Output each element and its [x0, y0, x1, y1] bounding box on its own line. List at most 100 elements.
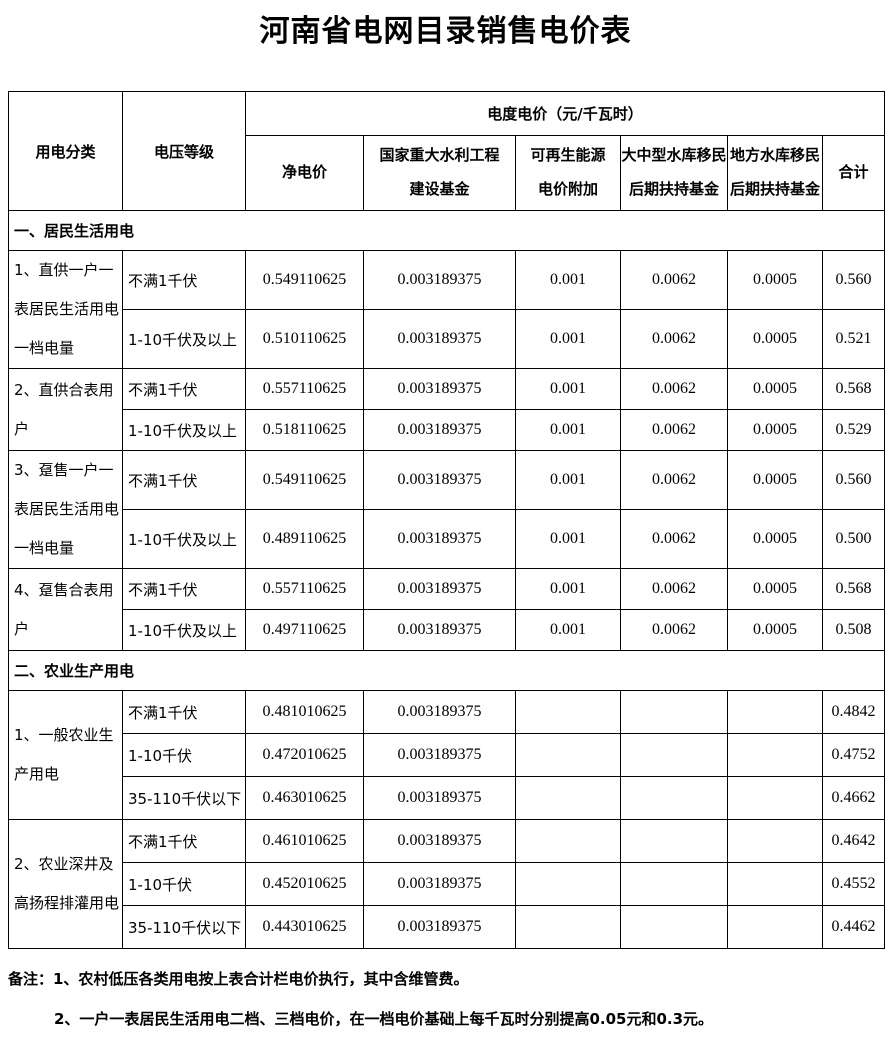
price-row: 1、一般农业生产用电 不满1千伏 0.481010625 0.003189375 0.4…: [8, 690, 886, 820]
price-value-cell: [727, 819, 823, 863]
header-row-2: 净电价 国家重大水利工程 建设基金 可再生能源电价附加 大中型水库移民 后期扶持基金…: [9, 135, 886, 211]
price-value-cell: 0.568: [821, 568, 886, 610]
price-row: 1-10千伏 0.452010625 0.003189375 0.4552: [9, 862, 886, 906]
price-value-cell: 0.0005: [727, 609, 823, 651]
usage-category-cell: 2、直供合表用户: [8, 368, 123, 451]
price-value-cell: 0.003189375: [363, 509, 516, 569]
price-value-cell: 0.4552: [821, 862, 886, 906]
col-header-large-reservoir-fund: 大中型水库移民 后期扶持基金: [620, 135, 728, 211]
price-value-cell: [515, 862, 621, 906]
price-value-cell: 0.0005: [727, 409, 823, 451]
voltage-level-cell: 35-110千伏以下: [122, 776, 246, 820]
price-value-cell: 0.003189375: [363, 450, 516, 510]
price-value-cell: 0.0062: [620, 250, 728, 310]
price-value-cell: 0.4642: [821, 819, 886, 863]
price-value-cell: [515, 690, 621, 734]
voltage-level-cell: 不满1千伏: [122, 568, 246, 610]
header-line: 后期扶持基金: [729, 180, 820, 198]
price-value-cell: 0.003189375: [363, 776, 516, 820]
price-value-cell: 0.452010625: [245, 862, 364, 906]
price-value-cell: 0.518110625: [245, 409, 364, 451]
table-header: 用电分类 电压等级 电度电价（元/千瓦时） 净电价 国家重大水利工程 建设基金 可…: [8, 91, 886, 211]
price-value-cell: 0.489110625: [245, 509, 364, 569]
price-value-cell: 0.0005: [727, 509, 823, 569]
price-value-cell: 0.0005: [727, 568, 823, 610]
price-value-cell: 0.003189375: [363, 862, 516, 906]
price-value-cell: [727, 733, 823, 777]
header-line: 可再生能源: [530, 146, 606, 165]
voltage-level-cell: 1-10千伏: [122, 733, 246, 777]
voltage-level-cell: 1-10千伏及以上: [122, 409, 246, 451]
price-value-cell: [515, 819, 621, 863]
price-row: 2、直供合表用户 不满1千伏 0.557110625 0.003189375 0.001…: [8, 368, 886, 451]
price-value-cell: 0.0062: [620, 450, 728, 510]
note-1: 备注：1、农村低压各类用电按上表合计栏电价执行，其中含维管费。: [8, 970, 469, 988]
voltage-level-cell: 不满1千伏: [122, 368, 246, 410]
price-row: 1-10千伏及以上 0.518110625 0.003189375 0.001 0.00…: [9, 409, 886, 451]
col-header-renewable-surcharge: 可再生能源 电价附加: [515, 135, 621, 211]
notes: 备注：1、农村低压各类用电按上表合计栏电价执行，其中含维管费。 2、一户一表居民…: [8, 969, 891, 1030]
price-value-cell: [727, 905, 823, 949]
price-value-cell: 0.0062: [620, 609, 728, 651]
col-header-net-price: 净电价: [245, 135, 364, 211]
header-row-1: 用电分类 电压等级 电度电价（元/千瓦时）: [8, 91, 886, 211]
price-value-cell: [620, 862, 728, 906]
price-value-cell: 0.0062: [620, 368, 728, 410]
price-row: 35-110千伏以下 0.443010625 0.003189375 0.4462: [9, 905, 886, 949]
price-value-cell: 0.461010625: [245, 819, 364, 863]
price-value-cell: [515, 733, 621, 777]
price-row: 2、农业深井及高扬程排灌用电 不满1千伏 0.461010625 0.00318937…: [8, 819, 886, 949]
price-value-cell: 0.003189375: [363, 690, 516, 734]
section-header-row: 一、居民生活用电: [7, 210, 886, 251]
price-row: 1-10千伏及以上 0.510110625 0.003189375 0.001 0.00…: [9, 309, 886, 369]
price-value-cell: [727, 862, 823, 906]
price-value-cell: 0.001: [515, 409, 621, 451]
section-header-row: 二、农业生产用电: [7, 650, 886, 691]
price-value-cell: 0.001: [515, 450, 621, 510]
price-value-cell: 0.003189375: [363, 733, 516, 777]
usage-category-cell: 1、直供一户一表居民生活用电一档电量: [8, 250, 123, 369]
price-row: 1-10千伏及以上 0.497110625 0.003189375 0.001 0.00…: [9, 609, 886, 651]
usage-category-cell: 3、趸售一户一表居民生活用电一档电量: [8, 450, 123, 569]
price-value-cell: [620, 690, 728, 734]
price-row: 1、直供一户一表居民生活用电一档电量 不满1千伏 0.549110625 0.0031…: [8, 250, 886, 369]
price-value-cell: 0.529: [821, 409, 886, 451]
price-value-cell: 0.003189375: [363, 819, 516, 863]
price-value-cell: 0.0062: [620, 568, 728, 610]
voltage-level-cell: 不满1千伏: [122, 450, 246, 510]
usage-category-cell: 1、一般农业生产用电: [8, 690, 123, 820]
header-line: 国家重大水利工程: [379, 146, 500, 165]
price-value-cell: 0.003189375: [363, 409, 516, 451]
voltage-level-cell: 1-10千伏: [122, 862, 246, 906]
header-line: 电价附加: [537, 180, 598, 198]
voltage-level-cell: 不满1千伏: [122, 690, 246, 734]
col-group-header-unit-price: 电度电价（元/千瓦时）: [244, 91, 886, 136]
price-value-cell: 0.003189375: [363, 250, 516, 310]
price-value-cell: 0.568: [821, 368, 886, 410]
price-value-cell: [620, 776, 728, 820]
price-value-cell: 0.0062: [620, 409, 728, 451]
price-table-body: 一、居民生活用电 1、直供一户一表居民生活用电一档电量 不满1千伏 0.5491106…: [7, 210, 886, 949]
col-header-water-project-fund: 国家重大水利工程 建设基金: [363, 135, 516, 211]
price-value-cell: 0.001: [515, 568, 621, 610]
col-header-usage-category: 用电分类: [8, 91, 123, 211]
price-value-cell: 0.443010625: [245, 905, 364, 949]
price-value-cell: [620, 905, 728, 949]
price-value-cell: 0.549110625: [245, 250, 364, 310]
price-value-cell: 0.521: [821, 309, 886, 369]
usage-category-cell: 2、农业深井及高扬程排灌用电: [8, 819, 123, 949]
price-value-cell: 0.0005: [727, 250, 823, 310]
price-row: 3、趸售一户一表居民生活用电一档电量 不满1千伏 0.549110625 0.0031…: [8, 450, 886, 569]
price-row: 4、趸售合表用户 不满1千伏 0.557110625 0.003189375 0.001…: [8, 568, 886, 651]
voltage-level-cell: 1-10千伏及以上: [122, 309, 246, 369]
usage-category-cell: 4、趸售合表用户: [8, 568, 123, 651]
price-value-cell: 0.001: [515, 309, 621, 369]
price-value-cell: [515, 905, 621, 949]
price-value-cell: 0.481010625: [245, 690, 364, 734]
price-value-cell: 0.0005: [727, 368, 823, 410]
price-value-cell: 0.4842: [821, 690, 886, 734]
price-value-cell: 0.003189375: [363, 609, 516, 651]
page: 河南省电网目录销售电价表 用电分类 电压等级 电度电价（元/千瓦时） 净电价 国…: [0, 6, 891, 1030]
price-value-cell: 0.500: [821, 509, 886, 569]
header-line: 建设基金: [409, 180, 470, 198]
